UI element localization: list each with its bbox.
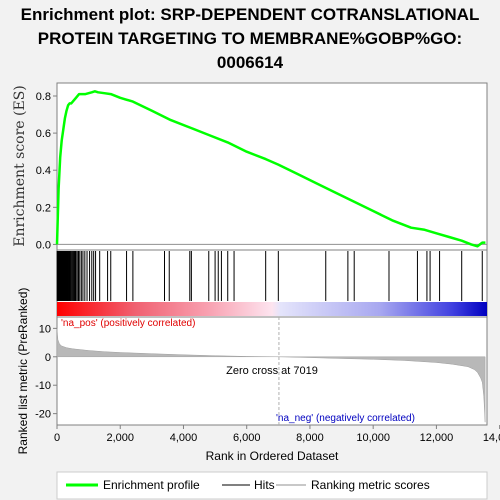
rank-y-tick-label: -20 xyxy=(35,409,51,421)
x-tick-label: 6,000 xyxy=(233,432,261,444)
legend-box xyxy=(56,471,488,500)
ranking-metric-area xyxy=(56,328,486,423)
enrichment-profile-line xyxy=(55,90,486,248)
rank-layer: 10 0 -10 -20 xyxy=(35,317,486,425)
x-tick-label: 14,000 xyxy=(483,432,500,444)
title-line-2: PROTEIN TARGETING TO MEMBRANE%GOBP%GO: xyxy=(38,29,462,48)
title-line-3: 0006614 xyxy=(217,53,284,72)
es-y-tick-label: 0.6 xyxy=(36,128,51,140)
zero-cross-label: Zero cross at 7019 xyxy=(226,365,318,377)
legend-label-enrichment: Enrichment profile xyxy=(103,478,200,492)
es-panel xyxy=(56,82,488,251)
neg-correlated-label: 'na_neg' (negatively correlated) xyxy=(276,413,415,424)
es-y-axis-label: Enrichment score (ES) xyxy=(12,85,28,247)
x-tick-label: 12,000 xyxy=(420,432,454,444)
legend-label-hits: Hits xyxy=(254,478,275,492)
x-axis-label: Rank in Ordered Dataset xyxy=(206,449,339,463)
es-layer: 0.0 0.2 0.4 0.6 0.8 xyxy=(36,90,487,251)
hits-layer xyxy=(56,251,487,316)
ranking-color-bar xyxy=(57,302,487,316)
legend-label-ranking: Ranking metric scores xyxy=(311,478,430,492)
rank-y-tick-label: -10 xyxy=(35,380,51,392)
title-line-1: Enrichment plot: SRP-DEPENDENT COTRANSLA… xyxy=(21,5,480,24)
chart-title: Enrichment plot: SRP-DEPENDENT COTRANSLA… xyxy=(21,5,480,72)
rank-y-tick-label: 10 xyxy=(39,323,51,335)
rank-y-tick-label: 0 xyxy=(45,352,51,364)
es-y-tick-label: 0.8 xyxy=(36,91,51,103)
es-y-tick-label: 0.4 xyxy=(36,165,51,177)
rank-panel xyxy=(56,316,488,426)
x-axis: 0 2,000 4,000 6,000 8,000 10,000 12,000 14,000 xyxy=(54,425,500,444)
legend: Enrichment profile Hits Ranking metric s… xyxy=(56,471,488,500)
rank-y-axis-label: Ranked list metric (PreRanked) xyxy=(16,288,30,455)
x-tick-label: 4,000 xyxy=(170,432,198,444)
pos-correlated-label: 'na_pos' (positively correlated) xyxy=(61,318,195,329)
es-y-tick-label: 0.2 xyxy=(36,202,51,214)
x-tick-label: 10,000 xyxy=(356,432,390,444)
es-y-tick-label: 0.0 xyxy=(36,239,51,251)
x-tick-label: 0 xyxy=(54,432,60,444)
x-tick-label: 8,000 xyxy=(296,432,324,444)
x-tick-label: 2,000 xyxy=(106,432,134,444)
